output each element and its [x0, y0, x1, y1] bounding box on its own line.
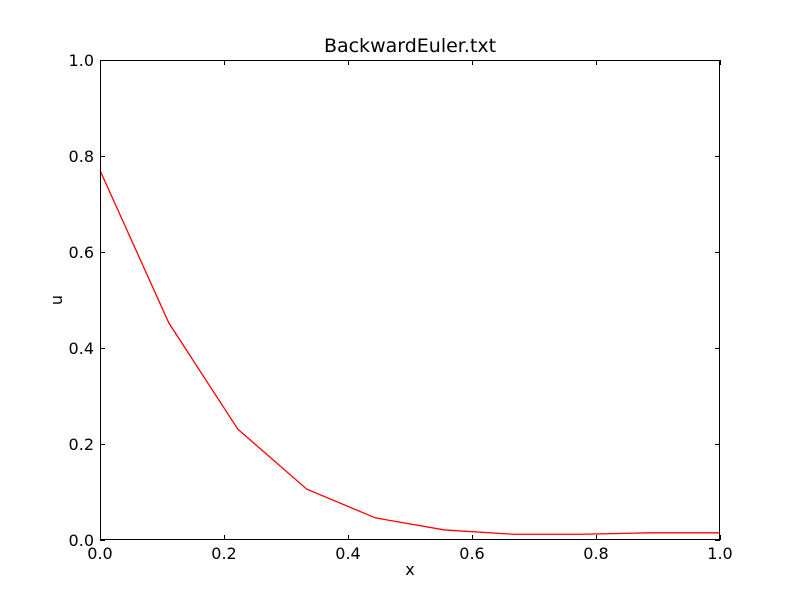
x-tick-label: 1.0 — [707, 544, 732, 563]
y-tick-label: 0.8 — [69, 147, 94, 166]
y-axis-label: u — [47, 295, 66, 305]
y-tick-label: 0.2 — [69, 435, 94, 454]
x-tick-label: 0.8 — [583, 544, 608, 563]
ticks-layer: 0.0 0.2 0.4 0.6 0.8 1.0 0.0 0.2 0.4 0.6 0.8 1.0 — [69, 51, 733, 563]
y-tick-label: 1.0 — [69, 51, 94, 70]
chart-title: BackwardEuler.txt — [324, 35, 496, 57]
y-tick-label: 0.6 — [69, 243, 94, 262]
plot-area — [100, 60, 720, 540]
plot-frame — [100, 60, 720, 540]
x-axis-label: x — [405, 560, 414, 579]
y-tick-label: 0.4 — [69, 339, 94, 358]
x-tick-label: 0.4 — [335, 544, 360, 563]
y-tick-label: 0.0 — [69, 531, 94, 550]
series-layer — [99, 170, 720, 535]
x-tick-label: 0.6 — [459, 544, 484, 563]
series-line-0 — [99, 170, 720, 535]
x-tick-label: 0.2 — [211, 544, 236, 563]
x-tick-label: 0.0 — [87, 544, 112, 563]
